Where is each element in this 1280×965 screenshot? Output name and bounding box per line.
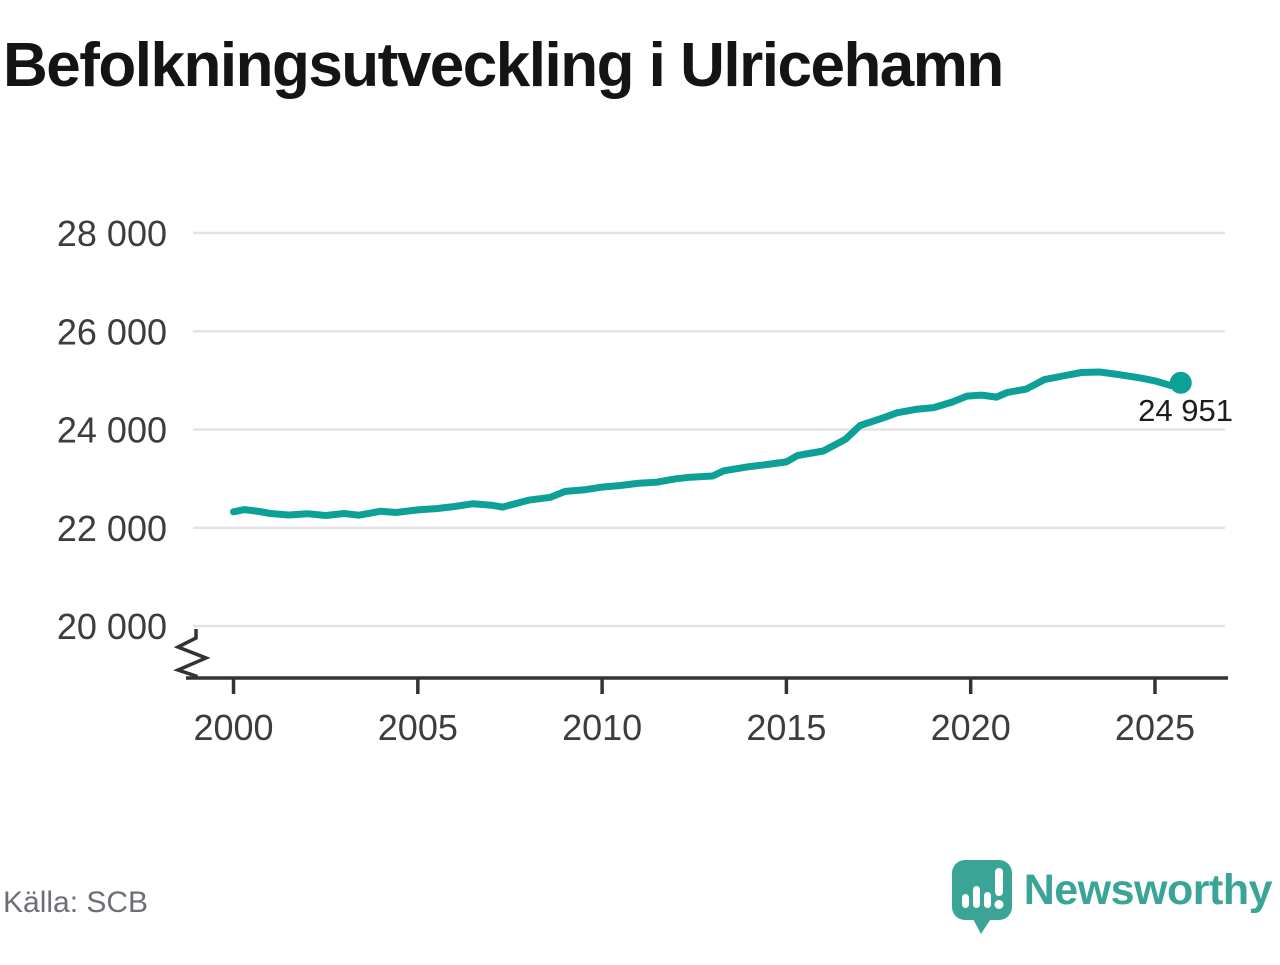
- newsworthy-wordmark: Newsworthy: [1023, 865, 1273, 914]
- y-tick-label-24000: 24 000: [57, 410, 167, 451]
- x-tick-label-2010: 2010: [562, 707, 642, 748]
- y-tick-label-22000: 22 000: [57, 508, 167, 549]
- x-tick-label-2025: 2025: [1115, 707, 1195, 748]
- y-axis-break-icon: [173, 629, 211, 679]
- x-tick-label-2015: 2015: [746, 707, 826, 748]
- y-tick-label-20000: 20 000: [57, 606, 167, 647]
- newsworthy-logo: Newsworthy: [950, 858, 1273, 936]
- last-value-label: 24 951: [1138, 393, 1233, 428]
- y-tick-label-26000: 26 000: [57, 311, 167, 352]
- last-point-marker: [1169, 371, 1192, 394]
- x-tick-label-2000: 2000: [193, 707, 273, 748]
- population-line: [230, 368, 1185, 519]
- newsworthy-logo-icon: [951, 860, 1012, 934]
- x-tick-label-2020: 2020: [931, 707, 1011, 748]
- y-tick-label-28000: 28 000: [57, 213, 167, 254]
- page-title: Befolkningsutveckling i Ulricehamn: [3, 31, 1004, 100]
- x-tick-label-2005: 2005: [378, 707, 458, 748]
- source-note: Källa: SCB: [3, 886, 149, 919]
